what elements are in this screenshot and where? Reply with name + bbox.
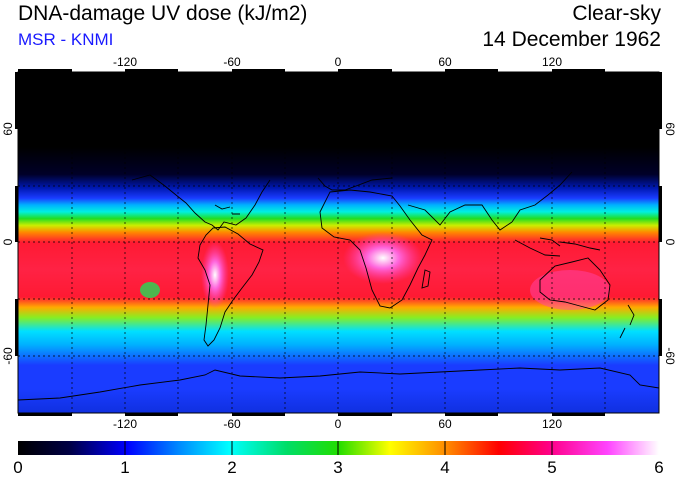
frame-tick-right-2 [659,186,662,242]
lat-label-right-2: 0 [663,239,677,246]
lon-label-bottom-5: 120 [542,417,562,431]
lon-label-top-4: 60 [438,55,452,69]
colorbar-label-0: 0 [13,458,23,477]
lat-label-left-3: -60 [1,347,15,365]
lon-label-top-1: -120 [113,55,137,69]
frame-tick-top-3 [232,69,285,72]
frame-tick-left-1 [15,72,18,129]
frame-tick-top-5 [445,69,498,72]
frame-tick-bottom-1 [18,413,72,416]
map-title: DNA-damage UV dose (kJ/m2) [18,2,308,25]
lat-label-left-2: 0 [1,238,15,245]
colorbar-label-3: 3 [333,458,343,477]
colorbar-label-5: 5 [547,458,557,477]
frame-tick-right-3 [659,299,662,356]
hotspot-andes [201,241,229,309]
lon-label-top-2: -60 [223,55,241,69]
colorbar-label-4: 4 [440,458,450,477]
coast-south-america [197,226,264,347]
frame-tick-top-6 [552,69,605,72]
coast-madagascar [421,269,431,289]
date-label: 14 December 1962 [482,28,661,51]
frame-tick-bottom-2 [125,413,178,416]
coast-caribbean [214,204,240,215]
frame-tick-top-1 [18,69,72,72]
lon-label-bottom-1: -120 [113,417,137,431]
lon-label-bottom-3: 0 [335,417,342,431]
lat-label-left-1: 60 [1,122,15,136]
colorbar-label-6: 6 [654,458,664,477]
coast-southeast-asia [511,171,573,223]
hotspot-australia [530,270,610,310]
coast-north-america [131,174,271,231]
coast-arabia-india [407,204,513,231]
hotspot-africa [343,232,423,284]
lon-label-top-5: 120 [542,55,562,69]
lon-label-bottom-2: -60 [223,417,241,431]
green-patch [140,282,160,298]
frame-tick-left-3 [15,299,18,356]
frame-tick-top-4 [338,69,392,72]
frame-tick-right-1 [659,72,662,129]
frame-tick-left-2 [15,186,18,242]
coast-antarctica [18,367,659,401]
sky-condition-label: Clear-sky [572,2,661,25]
lon-label-top-3: 0 [335,55,342,69]
coast-new-zealand [619,304,635,339]
coast-africa [319,189,433,309]
frame-tick-bottom-5 [445,413,498,416]
frame-tick-top-2 [125,69,178,72]
coastlines [18,171,659,401]
frame-tick-bottom-4 [338,413,392,416]
frame-tick-bottom-6 [552,413,605,416]
frame-tick-bottom-3 [232,413,285,416]
frame-ticks [15,69,662,416]
coast-indonesia [514,237,601,257]
source-label: MSR - KNMI [18,30,114,49]
lat-label-right-3: -60 [663,347,677,365]
colorbar-ticks [124,441,553,455]
graticule [18,72,659,413]
colorbar-label-1: 1 [120,458,130,477]
lon-label-bottom-4: 60 [438,417,452,431]
coast-australia [539,257,611,311]
colorbar-label-2: 2 [227,458,237,477]
lat-label-right-1: 60 [663,122,677,136]
